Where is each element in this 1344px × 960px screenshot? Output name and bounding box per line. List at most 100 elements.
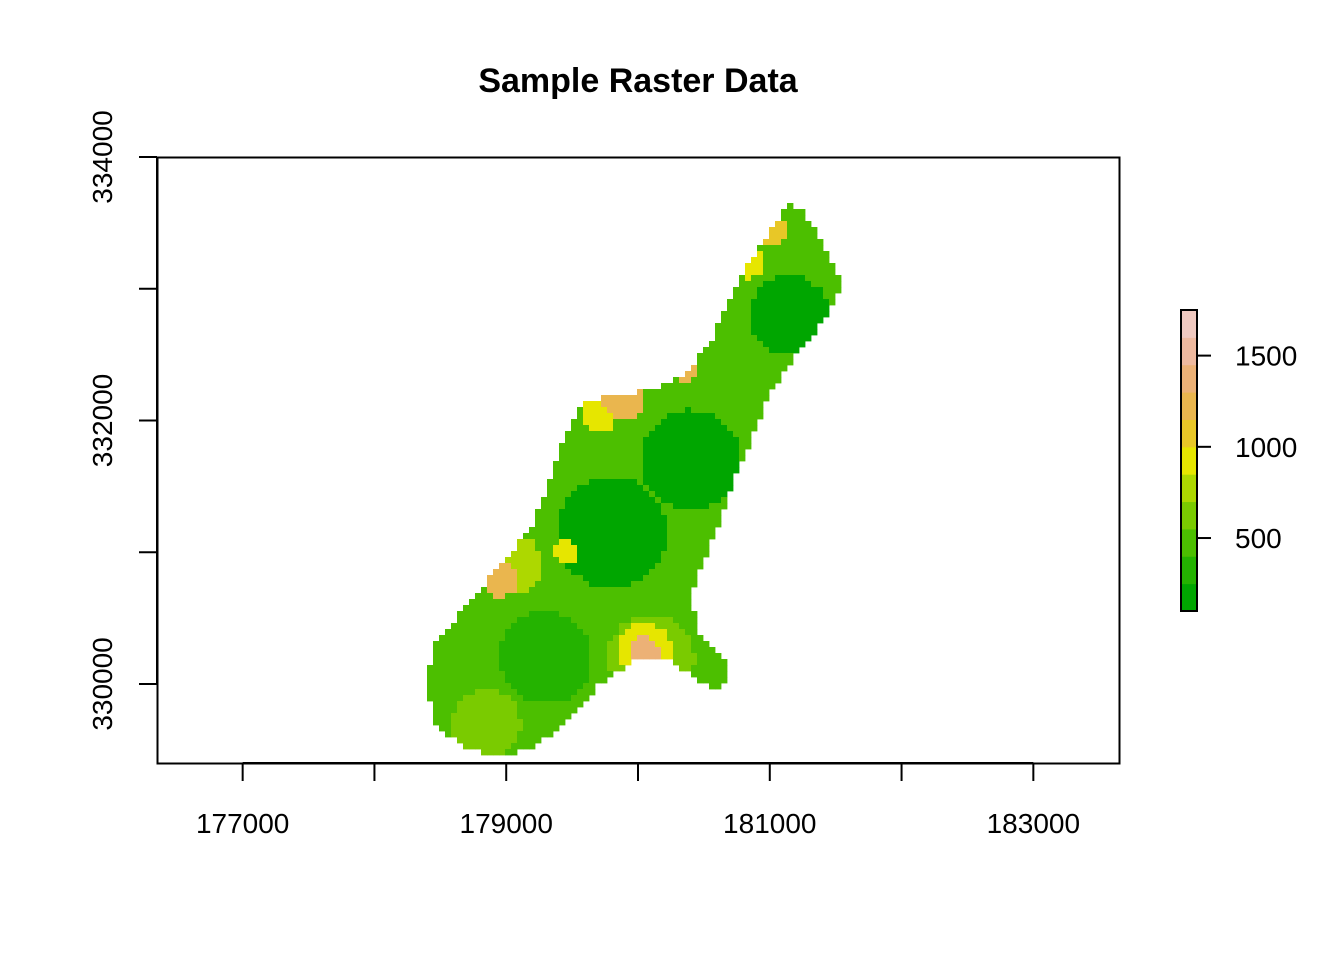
raster-cell	[559, 599, 566, 606]
raster-cell	[505, 713, 512, 720]
raster-cell	[799, 209, 806, 216]
raster-cell	[667, 551, 674, 558]
raster-cell	[511, 551, 518, 558]
raster-cell	[649, 437, 656, 444]
raster-cell	[547, 545, 554, 552]
raster-cell	[655, 557, 662, 564]
raster-cell	[547, 629, 554, 636]
raster-cell	[643, 653, 650, 660]
raster-cell	[589, 437, 596, 444]
raster-cell	[727, 407, 734, 414]
raster-cell	[697, 491, 704, 498]
raster-cell	[547, 731, 554, 738]
raster-cell	[673, 563, 680, 570]
raster-cell	[505, 569, 512, 576]
raster-cell	[661, 551, 668, 558]
raster-cell	[685, 479, 692, 486]
raster-cell	[763, 341, 770, 348]
raster-cell	[763, 389, 770, 396]
raster-cell	[679, 491, 686, 498]
raster-cell	[583, 455, 590, 462]
raster-cell	[589, 593, 596, 600]
raster-cell	[529, 527, 536, 534]
raster-cell	[805, 269, 812, 276]
raster-cell	[709, 347, 716, 354]
raster-cell	[655, 551, 662, 558]
raster-cell	[553, 587, 560, 594]
raster-cell	[475, 707, 482, 714]
raster-cell	[577, 527, 584, 534]
raster-cell	[811, 257, 818, 264]
raster-cell	[721, 671, 728, 678]
raster-cell	[583, 557, 590, 564]
raster-cell	[571, 629, 578, 636]
raster-cell	[721, 371, 728, 378]
raster-cell	[559, 683, 566, 690]
raster-cell	[463, 719, 470, 726]
raster-cell	[565, 683, 572, 690]
raster-cell	[475, 623, 482, 630]
raster-cell	[535, 695, 542, 702]
raster-cell	[565, 539, 572, 546]
raster-cell	[637, 635, 644, 642]
raster-cell	[697, 461, 704, 468]
raster-cell	[613, 647, 620, 654]
raster-cell	[787, 323, 794, 330]
raster-cell	[523, 557, 530, 564]
raster-cell	[679, 587, 686, 594]
raster-cell	[625, 497, 632, 504]
raster-cell	[559, 485, 566, 492]
raster-cell	[523, 593, 530, 600]
raster-cell	[805, 275, 812, 282]
raster-cell	[475, 671, 482, 678]
raster-cell	[601, 653, 608, 660]
raster-cell	[511, 719, 518, 726]
raster-cell	[781, 299, 788, 306]
raster-cell	[697, 539, 704, 546]
raster-cell	[541, 647, 548, 654]
raster-cell	[601, 413, 608, 420]
raster-cell	[769, 335, 776, 342]
raster-cell	[721, 401, 728, 408]
raster-cell	[727, 329, 734, 336]
raster-cell	[583, 485, 590, 492]
raster-cell	[643, 413, 650, 420]
raster-cell	[787, 245, 794, 252]
raster-cell	[667, 491, 674, 498]
raster-cell	[697, 635, 704, 642]
raster-cell	[703, 491, 710, 498]
raster-cell	[613, 497, 620, 504]
raster-cell	[625, 653, 632, 660]
raster-cell	[751, 365, 758, 372]
raster-cell	[721, 497, 728, 504]
raster-cell	[637, 455, 644, 462]
raster-cell	[679, 425, 686, 432]
raster-cell	[493, 677, 500, 684]
raster-cell	[661, 431, 668, 438]
raster-cell	[667, 449, 674, 456]
raster-cell	[625, 503, 632, 510]
raster-cell	[583, 533, 590, 540]
raster-cell	[499, 647, 506, 654]
raster-cell	[757, 275, 764, 282]
raster-cell	[637, 491, 644, 498]
raster-cell	[775, 257, 782, 264]
raster-cell	[595, 647, 602, 654]
raster-cell	[679, 437, 686, 444]
raster-cell	[541, 659, 548, 666]
raster-cell	[637, 413, 644, 420]
raster-cell	[691, 473, 698, 480]
raster-cell	[685, 605, 692, 612]
raster-cell	[553, 473, 560, 480]
raster-cell	[691, 641, 698, 648]
raster-cell	[619, 491, 626, 498]
raster-cell	[739, 389, 746, 396]
raster-cell	[445, 707, 452, 714]
raster-cell	[451, 689, 458, 696]
raster-cell	[781, 365, 788, 372]
raster-cell	[619, 539, 626, 546]
raster-cell	[823, 293, 830, 300]
raster-cell	[685, 455, 692, 462]
raster-cell	[475, 689, 482, 696]
raster-cell	[523, 707, 530, 714]
